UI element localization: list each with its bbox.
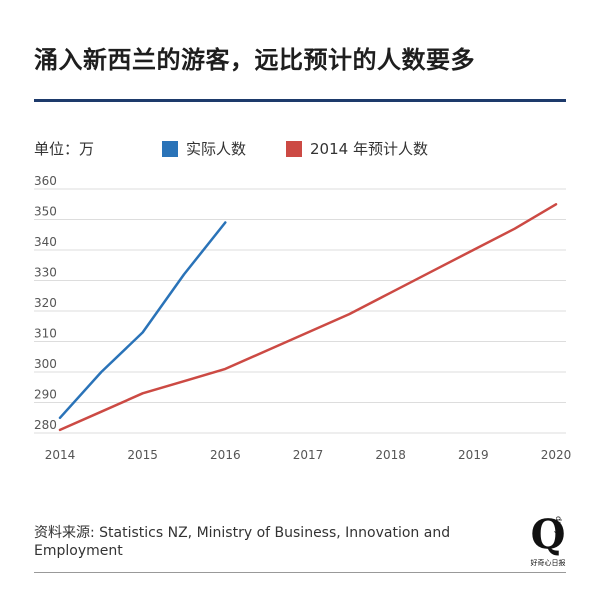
legend-swatch-actual — [162, 140, 178, 157]
line-chart: 280 290 300 310 320 330 340 350 360 2014 2015 2016 2… — [34, 174, 572, 462]
unit-label: 单位：万 — [34, 140, 95, 158]
x-tick-label: 2015 — [127, 448, 158, 462]
source-note: 资料来源: Statistics NZ, Ministry of Busines… — [34, 525, 451, 559]
y-tick-label: 340 — [34, 235, 57, 249]
legend-item-forecast: 2014 年预计人数 — [286, 138, 428, 159]
y-tick-label: 290 — [34, 388, 57, 402]
series-line-actual — [58, 221, 227, 420]
y-tick-label: 320 — [34, 296, 57, 310]
x-tick-label: 2020 — [541, 448, 572, 462]
y-tick-label: 280 — [34, 418, 57, 432]
y-tick-label: 310 — [34, 327, 57, 341]
logo-tagline: 好奇心日报 — [530, 559, 566, 567]
legend-label-actual: 实际人数 — [186, 140, 247, 158]
x-tick-label: 2017 — [293, 448, 324, 462]
page-title: 涌入新西兰的游客，远比预计的人数要多 — [34, 46, 475, 74]
title-rule — [34, 99, 566, 102]
y-tick-label: 300 — [34, 357, 57, 371]
logo-word: daily — [554, 516, 563, 536]
legend-item-actual: 实际人数 — [162, 138, 246, 159]
x-tick-label: 2018 — [375, 448, 406, 462]
legend-swatch-forecast — [286, 140, 302, 157]
legend-label-forecast: 2014 年预计人数 — [310, 140, 428, 158]
x-tick-label: 2019 — [458, 448, 489, 462]
x-tick-label: 2014 — [45, 448, 76, 462]
y-tick-label: 350 — [34, 205, 57, 219]
y-tick-label: 330 — [34, 266, 57, 280]
y-tick-label: 360 — [34, 174, 57, 188]
series-line-forecast — [58, 203, 558, 432]
bottom-rule — [34, 572, 566, 573]
logo-mark: Q — [530, 511, 566, 558]
x-tick-label: 2016 — [210, 448, 241, 462]
qdaily-logo: Q daily 好奇心日报 — [524, 514, 572, 568]
